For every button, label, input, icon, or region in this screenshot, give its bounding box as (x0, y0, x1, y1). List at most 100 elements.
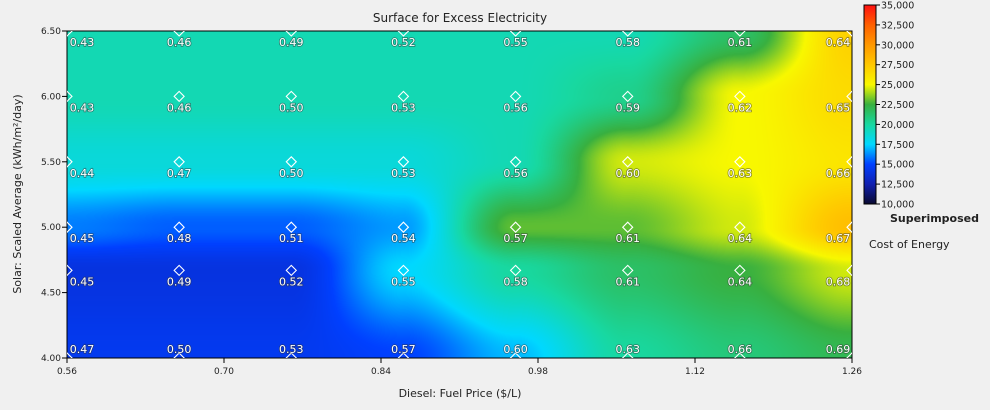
data-point-diamond (734, 90, 746, 103)
data-point-diamond (173, 156, 185, 168)
cost-of-energy-label: 0.46 (167, 101, 192, 114)
data-point-diamond (397, 352, 410, 358)
data-point-diamond (67, 221, 73, 233)
data-point-diamond (285, 31, 298, 37)
x-tick-label: 0.70 (214, 367, 234, 377)
data-point-diamond (509, 31, 522, 37)
data-point-diamond (397, 156, 410, 168)
cost-of-energy-label: 0.62 (728, 101, 753, 114)
cost-of-energy-label: 0.50 (279, 101, 304, 114)
data-point-diamond (509, 156, 522, 168)
cost-of-energy-label: 0.56 (503, 101, 528, 114)
plot-frame (66, 30, 853, 359)
data-point-diamond (734, 221, 746, 233)
cost-of-energy-label: 0.59 (615, 101, 640, 114)
colorbar-tick-label: 12,500 (881, 180, 914, 191)
data-point-diamond (397, 221, 410, 233)
cost-of-energy-label: 0.60 (615, 167, 640, 180)
superimposed-heading: Superimposed (890, 212, 979, 225)
cost-of-energy-label: 0.64 (728, 275, 753, 288)
data-point-diamond (509, 90, 522, 103)
data-point-diamond (285, 264, 298, 277)
superimposed-labels: 0.43 0.46 0.49 0.52 0.55 0.58 0.61 0.64 0.43 0.46… (69, 35, 851, 357)
cost-of-energy-label: 0.51 (279, 232, 304, 245)
colorbar-tick-label: 32,500 (881, 20, 914, 31)
cost-of-energy-label: 0.49 (279, 36, 304, 49)
cost-of-energy-label: 0.63 (615, 343, 640, 356)
cost-of-energy-label: 0.55 (503, 36, 528, 49)
colorbar-ticks: 35,000 32,500 30,000 27,500 25,000 22,500 20,0… (876, 1, 914, 211)
colorbar-tick-label: 22,500 (881, 100, 914, 111)
cost-of-energy-label: 0.67 (826, 232, 851, 245)
data-point-diamond (846, 264, 852, 277)
cost-of-energy-label: 0.57 (503, 232, 528, 245)
data-point-diamond (621, 31, 634, 37)
colorbar (863, 4, 877, 205)
x-axis-label: Diesel: Fuel Price ($/L) (399, 387, 522, 400)
chart-title: Surface for Excess Electricity (373, 11, 547, 25)
x-axis: 0.56 0.70 0.84 0.98 1.12 1.26 (57, 358, 862, 377)
y-tick-label: 4.50 (41, 289, 61, 299)
excess-electricity-surface (67, 31, 852, 358)
colorbar-tick-label: 25,000 (881, 80, 914, 91)
cost-of-energy-label: 0.53 (279, 343, 304, 356)
data-point-diamond (285, 352, 298, 358)
cost-of-energy-label: 0.48 (167, 232, 192, 245)
cost-of-energy-label: 0.49 (167, 275, 192, 288)
cost-of-energy-label: 0.50 (279, 167, 304, 180)
y-axis-label: Solar: Scaled Average (kWh/m²/day) (11, 94, 24, 293)
data-point-diamond (509, 264, 522, 277)
data-point-markers (67, 31, 852, 358)
cost-of-energy-label: 0.43 (70, 101, 95, 114)
data-point-diamond (734, 352, 746, 358)
data-point-diamond (397, 264, 410, 277)
data-point-diamond (621, 221, 634, 233)
cost-of-energy-label: 0.60 (503, 343, 528, 356)
cost-of-energy-label: 0.47 (70, 343, 95, 356)
y-tick-label: 4.00 (41, 354, 61, 364)
colorbar-tick-label: 10,000 (881, 200, 914, 211)
cost-of-energy-label: 0.53 (391, 101, 416, 114)
data-point-diamond (734, 264, 746, 277)
cost-of-energy-label: 0.53 (391, 167, 416, 180)
y-tick-label: 6.00 (41, 92, 61, 102)
x-tick-label: 0.56 (57, 367, 77, 377)
colorbar-tick-label: 15,000 (881, 160, 914, 171)
colorbar-tick-label: 35,000 (881, 1, 914, 12)
data-point-diamond (846, 221, 852, 233)
data-point-diamond (173, 352, 185, 358)
cost-of-energy-label: 0.45 (70, 232, 95, 245)
cost-of-energy-label: 0.66 (826, 167, 851, 180)
data-point-diamond (621, 264, 634, 277)
cost-of-energy-label: 0.44 (70, 167, 95, 180)
data-point-diamond (509, 352, 522, 358)
data-point-diamond (846, 156, 852, 168)
cost-of-energy-label: 0.66 (728, 343, 753, 356)
x-tick-label: 1.26 (842, 367, 862, 377)
data-point-diamond (67, 264, 73, 277)
cost-of-energy-label: 0.55 (391, 275, 416, 288)
cost-of-energy-label: 0.52 (391, 36, 416, 49)
cost-of-energy-label: 0.69 (826, 343, 851, 356)
data-point-diamond (67, 90, 73, 103)
superimposed-variable: Cost of Energy (869, 238, 950, 251)
cost-of-energy-label: 0.57 (391, 343, 416, 356)
colorbar-tick-label: 17,500 (881, 140, 914, 151)
x-tick-label: 0.98 (528, 367, 548, 377)
cost-of-energy-label: 0.46 (167, 36, 192, 49)
data-point-diamond (173, 90, 185, 103)
cost-of-energy-label: 0.61 (728, 36, 753, 49)
y-axis: 4.00 4.50 5.00 5.50 6.00 6.50 (41, 27, 67, 364)
cost-of-energy-label: 0.54 (391, 232, 416, 245)
data-point-diamond (285, 156, 298, 168)
cost-of-energy-label: 0.63 (728, 167, 753, 180)
cost-of-energy-label: 0.43 (70, 36, 95, 49)
cost-of-energy-label: 0.61 (615, 275, 640, 288)
cost-of-energy-label: 0.50 (167, 343, 192, 356)
x-tick-label: 0.84 (371, 367, 391, 377)
cost-of-energy-label: 0.52 (279, 275, 304, 288)
y-tick-label: 6.50 (41, 27, 61, 37)
data-point-diamond (285, 221, 298, 233)
